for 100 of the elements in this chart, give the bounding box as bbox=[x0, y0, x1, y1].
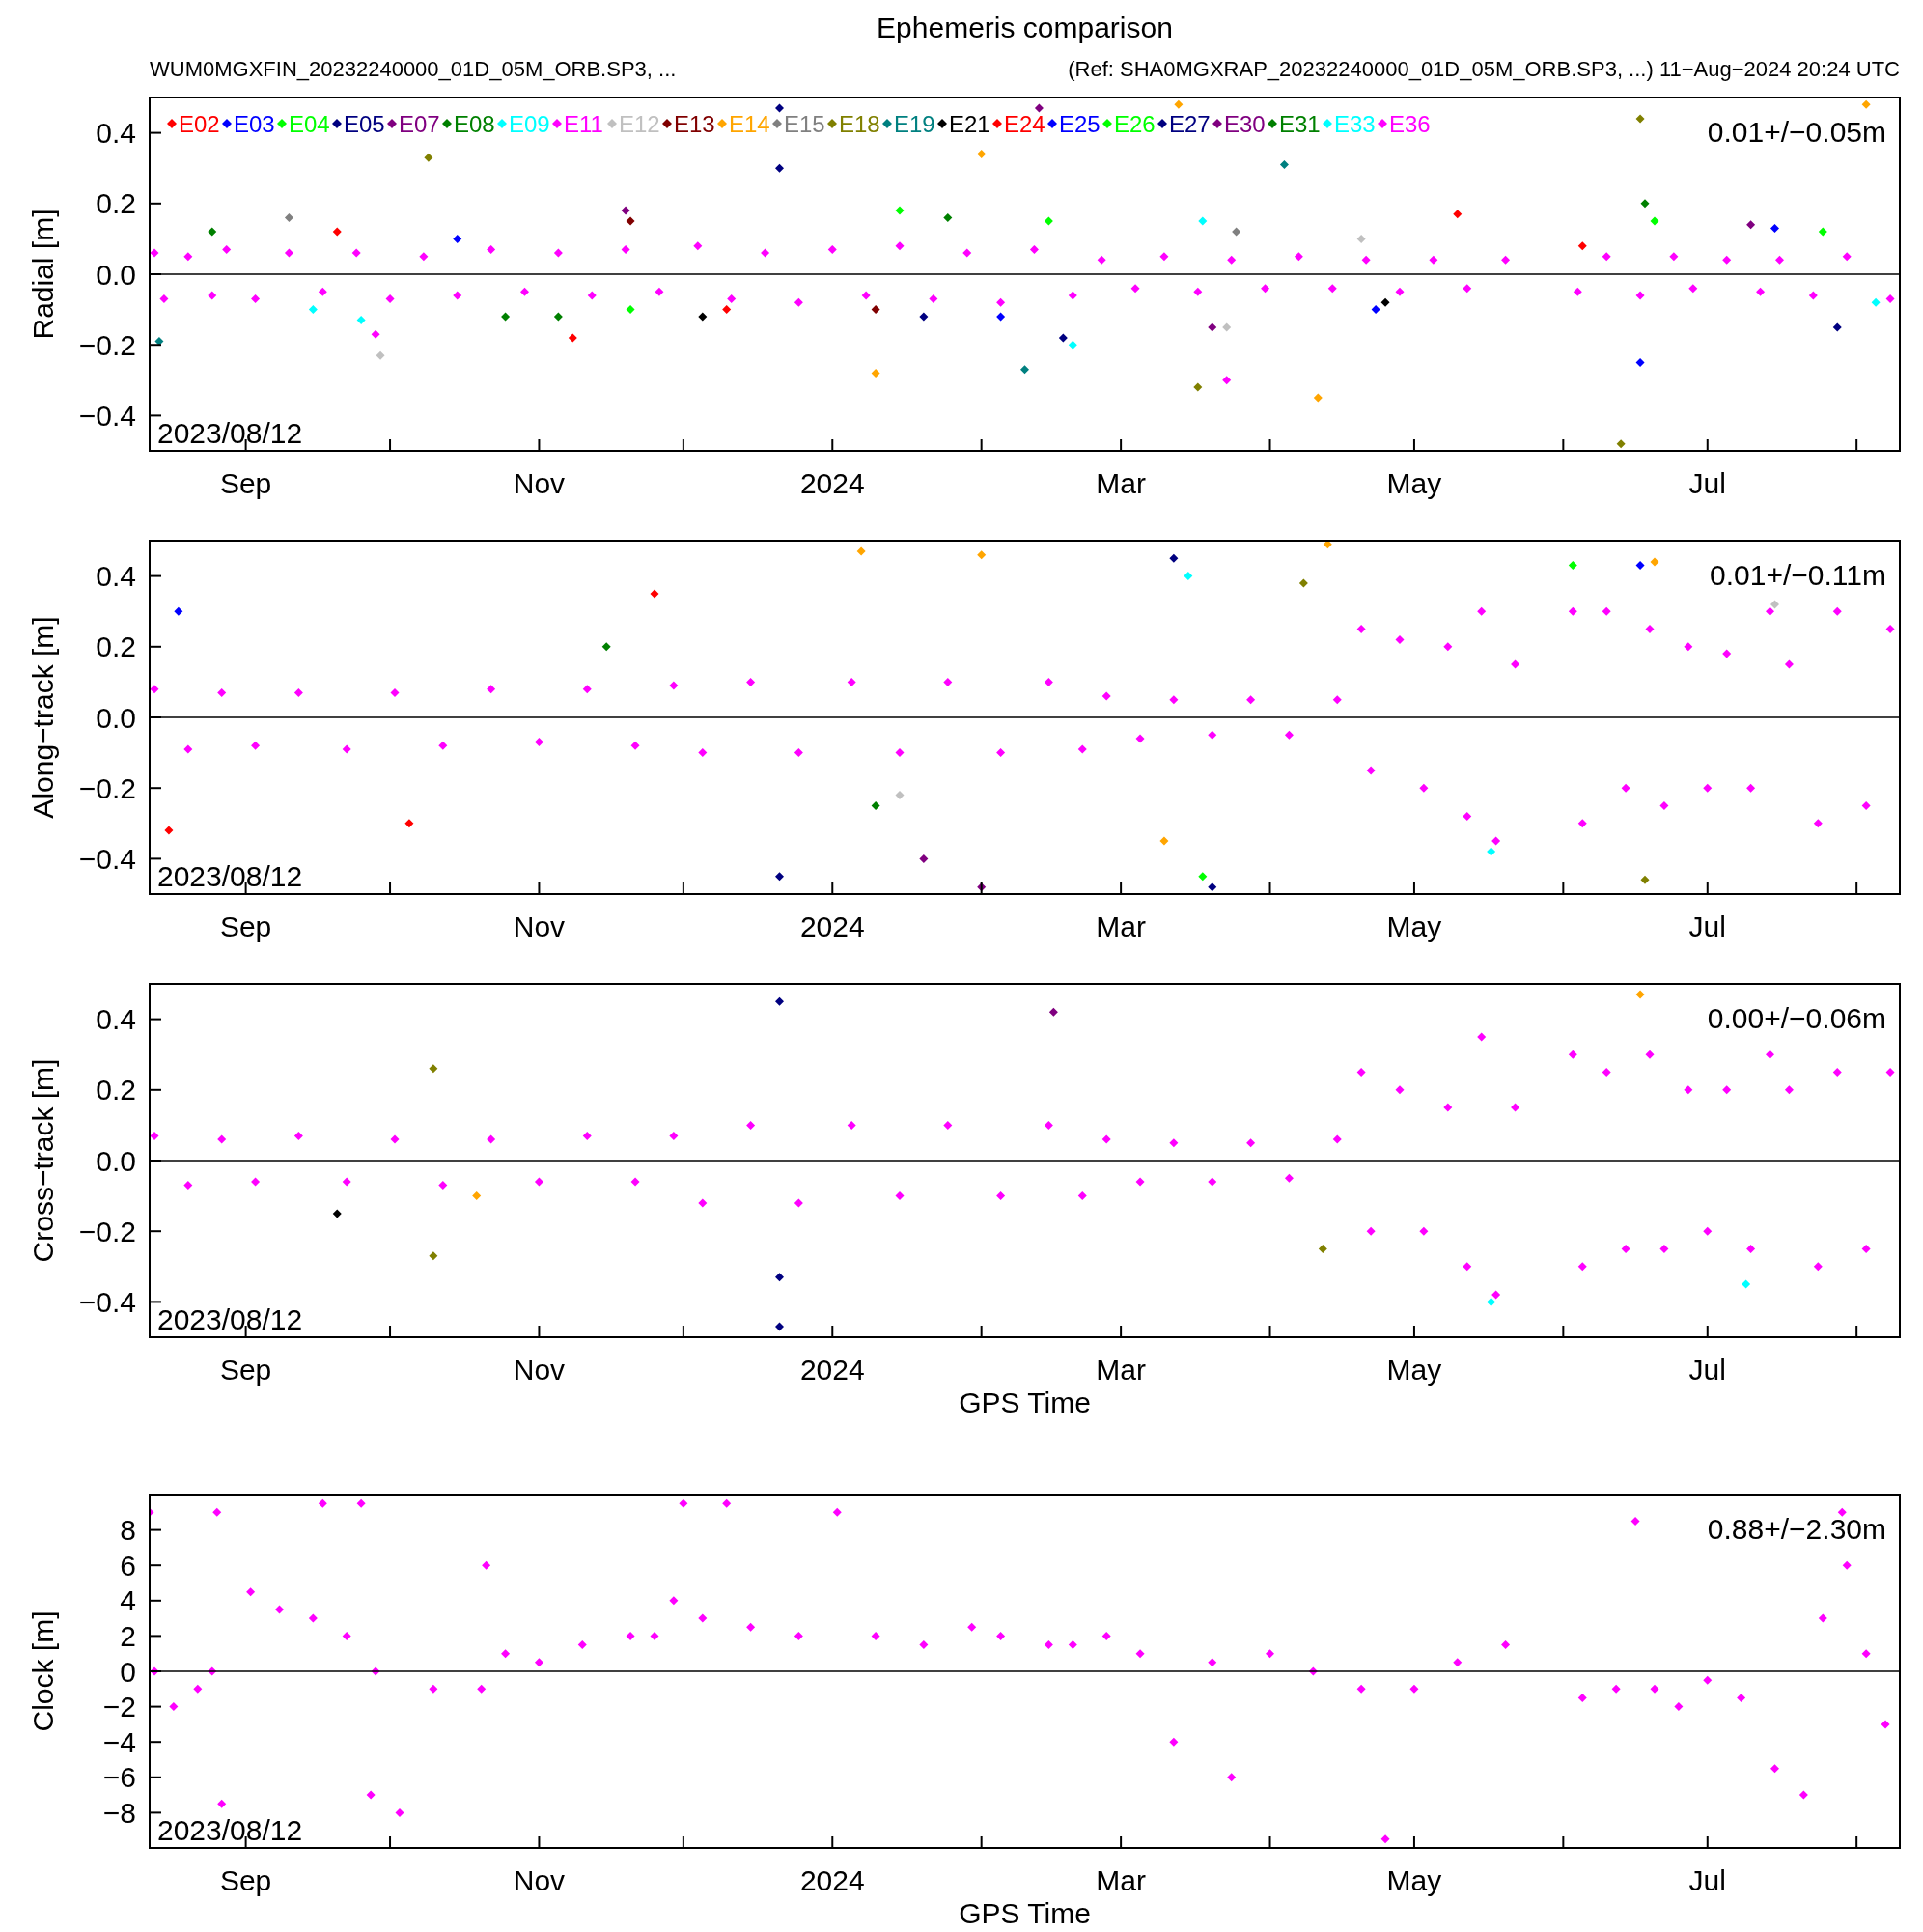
point bbox=[895, 1191, 905, 1201]
point bbox=[487, 1134, 496, 1144]
point bbox=[438, 1181, 448, 1190]
point bbox=[453, 234, 462, 243]
point bbox=[217, 1134, 227, 1144]
point bbox=[385, 294, 395, 304]
point bbox=[217, 687, 227, 697]
legend-label: E03 bbox=[234, 111, 275, 137]
legend-label: E11 bbox=[564, 111, 603, 137]
point bbox=[1813, 1262, 1823, 1272]
point bbox=[1577, 241, 1587, 251]
legend-label: E14 bbox=[729, 111, 770, 137]
point bbox=[794, 297, 803, 307]
point bbox=[553, 248, 563, 258]
y-tick-label: 2 bbox=[120, 1619, 136, 1652]
point bbox=[208, 291, 217, 300]
point bbox=[429, 1064, 438, 1074]
point bbox=[1621, 783, 1630, 793]
x-tick-label: Nov bbox=[513, 1354, 566, 1386]
point bbox=[1135, 734, 1145, 743]
point bbox=[1463, 1262, 1472, 1272]
y-tick-label: 0.0 bbox=[96, 701, 136, 734]
point bbox=[1784, 659, 1794, 669]
point bbox=[1813, 819, 1823, 828]
legend-label: E04 bbox=[289, 111, 330, 137]
point bbox=[1491, 1290, 1501, 1300]
point bbox=[1313, 393, 1323, 403]
point bbox=[996, 312, 1006, 322]
point bbox=[342, 1177, 351, 1187]
point bbox=[1193, 287, 1203, 296]
point bbox=[1669, 252, 1679, 262]
legend-label: E21 bbox=[949, 111, 990, 137]
x-tick-label: 2024 bbox=[799, 467, 865, 499]
point bbox=[308, 305, 318, 315]
x-tick-label: Mar bbox=[1096, 1354, 1146, 1386]
point bbox=[284, 212, 293, 222]
point bbox=[1294, 252, 1303, 262]
point bbox=[1722, 255, 1732, 265]
point bbox=[1885, 1068, 1895, 1077]
x-tick-label: Mar bbox=[1096, 467, 1146, 499]
annotation: 0.00+/−0.06m bbox=[1707, 1002, 1886, 1034]
y-tick-label: 0.2 bbox=[96, 1074, 136, 1106]
point bbox=[1616, 439, 1626, 449]
point bbox=[1602, 1068, 1611, 1077]
annotation: 0.01+/−0.05m bbox=[1707, 116, 1886, 148]
point bbox=[1318, 1245, 1327, 1253]
annotation: 2023/08/12 bbox=[157, 1814, 303, 1846]
y-tick-label: −0.4 bbox=[78, 842, 136, 875]
point bbox=[1193, 382, 1203, 392]
point bbox=[1130, 284, 1140, 294]
point bbox=[1198, 216, 1208, 226]
point bbox=[774, 872, 784, 882]
point bbox=[1885, 294, 1895, 304]
point bbox=[1477, 606, 1487, 616]
point bbox=[996, 748, 1006, 758]
y-axis-title: Clock [m] bbox=[27, 1610, 59, 1732]
point bbox=[1818, 227, 1827, 237]
point bbox=[1323, 541, 1332, 549]
annotation: 0.88+/−2.30m bbox=[1707, 1513, 1886, 1545]
x-tick-label: Jul bbox=[1688, 467, 1726, 499]
point bbox=[293, 687, 303, 697]
point bbox=[1356, 1068, 1366, 1077]
point bbox=[487, 685, 496, 694]
point bbox=[424, 153, 433, 162]
point bbox=[746, 677, 756, 686]
point bbox=[1491, 836, 1501, 846]
point bbox=[1419, 783, 1429, 793]
point bbox=[761, 248, 770, 258]
point bbox=[1842, 252, 1852, 262]
point bbox=[553, 312, 563, 322]
point bbox=[1746, 783, 1756, 793]
point bbox=[1395, 634, 1405, 644]
point bbox=[390, 1134, 400, 1144]
point bbox=[1174, 99, 1184, 109]
y-tick-label: 4 bbox=[120, 1584, 136, 1617]
point bbox=[1703, 783, 1713, 793]
point bbox=[698, 1198, 708, 1208]
point bbox=[1635, 990, 1645, 999]
point bbox=[1703, 1226, 1713, 1236]
point bbox=[1568, 1050, 1577, 1059]
legend-label: E24 bbox=[1004, 111, 1045, 137]
point bbox=[746, 1120, 756, 1130]
point bbox=[1746, 220, 1756, 230]
point bbox=[1568, 561, 1577, 571]
point bbox=[919, 312, 929, 322]
point bbox=[1356, 625, 1366, 633]
point bbox=[1832, 322, 1842, 332]
point bbox=[582, 1131, 592, 1140]
point bbox=[293, 1131, 303, 1140]
x-tick-label: Jul bbox=[1688, 1864, 1726, 1896]
point bbox=[1722, 1085, 1732, 1095]
point bbox=[183, 252, 193, 262]
point bbox=[1746, 1245, 1756, 1253]
point bbox=[1635, 114, 1645, 124]
point bbox=[1184, 572, 1193, 581]
y-tick-label: 0.4 bbox=[96, 117, 136, 150]
point bbox=[1419, 1226, 1429, 1236]
point bbox=[150, 248, 159, 258]
point bbox=[159, 294, 169, 304]
point bbox=[251, 741, 261, 750]
